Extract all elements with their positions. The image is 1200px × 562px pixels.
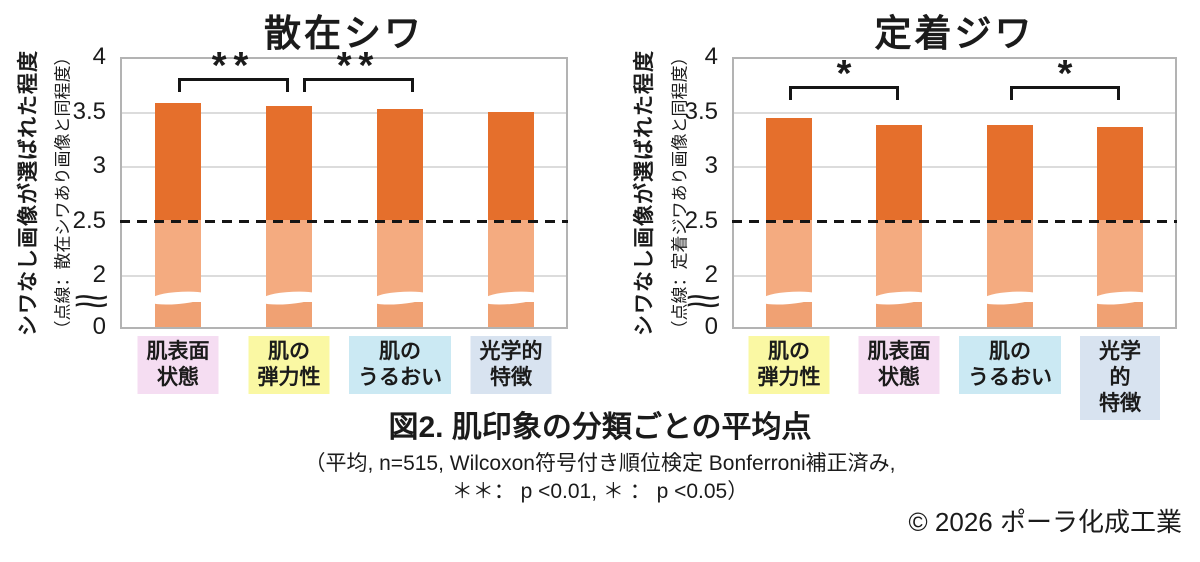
bar-segment-below-axis-break: [377, 302, 423, 327]
y-tick-label: 2: [92, 261, 106, 288]
bar-segment-below-axis-break: [876, 302, 922, 327]
bar-segment-below-axis-break: [155, 302, 201, 327]
plot-area: ** **: [120, 47, 568, 329]
bar-segment-below-reference: [266, 220, 312, 298]
bar-segment-below-axis-break: [987, 302, 1033, 327]
significance-label: **: [211, 45, 256, 87]
gridline: [122, 112, 566, 114]
bar: [148, 103, 208, 327]
y-tick-label: 3: [92, 152, 106, 179]
bar-segment-below-reference: [488, 220, 534, 298]
y-tick-label: 3.5: [72, 98, 106, 125]
y-tick-label: 3: [704, 152, 718, 179]
figure-caption-title: 図2. 肌印象の分類ごとの平均点: [388, 411, 812, 444]
y-axis-sublabel: （点線：散在シワあり画像と同程度）: [53, 48, 73, 338]
gridline: [122, 275, 566, 277]
bar-segment-above-reference: [987, 125, 1033, 220]
y-tick-label: 4: [704, 43, 718, 70]
bar: [259, 106, 319, 327]
bar-segment-above-reference: [266, 106, 312, 220]
bar-segment-below-axis-break: [766, 302, 812, 327]
chart-panel-fixed-wrinkles: 定着ジワ シワなし画像が選ばれた程度 （点線：定着ジワあり画像と同程度） * * …: [600, 0, 1200, 420]
category-label: 肌の うるおい: [959, 336, 1061, 394]
category-label: 光学的 特徴: [1080, 336, 1160, 420]
significance-label: **: [336, 45, 381, 87]
category-label: 肌の うるおい: [349, 336, 451, 394]
bar-segment-below-reference: [987, 220, 1033, 298]
significance-bracket: [178, 78, 289, 92]
bar-segment-below-reference: [1097, 220, 1143, 298]
y-axis-label: シワなし画像が選ばれた程度: [17, 50, 40, 336]
y-tick-label: 2.5: [72, 207, 106, 234]
gridline: [734, 112, 1175, 114]
bar-segment-above-reference: [377, 109, 423, 220]
category-label: 肌表面 状態: [858, 336, 940, 394]
bar-segment-above-reference: [155, 103, 201, 220]
gridline: [734, 166, 1175, 168]
chart-title: 定着ジワ: [874, 13, 1035, 54]
bar-segment-below-reference: [876, 220, 922, 298]
significance-label: *: [1057, 53, 1073, 95]
bar: [980, 125, 1040, 327]
bar-segment-above-reference: [766, 118, 812, 220]
figure-caption-note-line2: ＊＊： p <0.01, ＊ ： p <0.05）: [451, 480, 749, 503]
significance-label: *: [836, 53, 852, 95]
y-tick-label: 4: [92, 43, 106, 70]
bar-segment-above-reference: [488, 112, 534, 220]
significance-bracket: [1010, 86, 1120, 100]
bar-segment-above-reference: [876, 125, 922, 220]
reference-line: [732, 220, 1177, 223]
axis-break-icon: ≈: [74, 280, 109, 321]
gridline: [122, 166, 566, 168]
y-tick-label: 0: [92, 313, 106, 340]
reference-line: [120, 220, 568, 223]
bar: [481, 112, 541, 327]
y-tick-label: 3.5: [684, 98, 718, 125]
bar-segment-below-axis-break: [488, 302, 534, 327]
figure-caption-note-line1: （平均, n=515, Wilcoxon符号付き順位検定 Bonferroni補…: [304, 452, 896, 475]
bar: [370, 109, 430, 327]
category-label: 肌の 弾力性: [248, 336, 330, 394]
bar-segment-below-reference: [377, 220, 423, 298]
bar: [759, 118, 819, 327]
bar-segment-below-reference: [155, 220, 201, 298]
bar: [869, 125, 929, 327]
y-tick-label: 0: [704, 313, 718, 340]
bar: [1090, 127, 1150, 327]
copyright-notice: © 2026 ポーラ化成工業: [908, 507, 1182, 537]
bar-segment-below-axis-break: [266, 302, 312, 327]
axis-break-icon: ≈: [686, 280, 721, 321]
category-label: 肌の 弾力性: [748, 336, 830, 394]
y-tick-label: 2.5: [684, 207, 718, 234]
category-label: 光学的 特徴: [470, 336, 552, 394]
significance-bracket: [789, 86, 899, 100]
plot-area: * *: [732, 53, 1177, 329]
significance-bracket: [303, 78, 414, 92]
bar-segment-below-reference: [766, 220, 812, 298]
y-tick-label: 2: [704, 261, 718, 288]
gridline: [734, 275, 1175, 277]
chart-panel-scattered-wrinkles: 散在シワ シワなし画像が選ばれた程度 （点線：散在シワあり画像と同程度） ** *…: [0, 0, 600, 400]
bar-segment-above-reference: [1097, 127, 1143, 220]
chart-title: 散在シワ: [264, 13, 424, 54]
bar-segment-below-axis-break: [1097, 302, 1143, 327]
category-label: 肌表面 状態: [137, 336, 219, 394]
y-axis-label: シワなし画像が選ばれた程度: [633, 50, 656, 336]
